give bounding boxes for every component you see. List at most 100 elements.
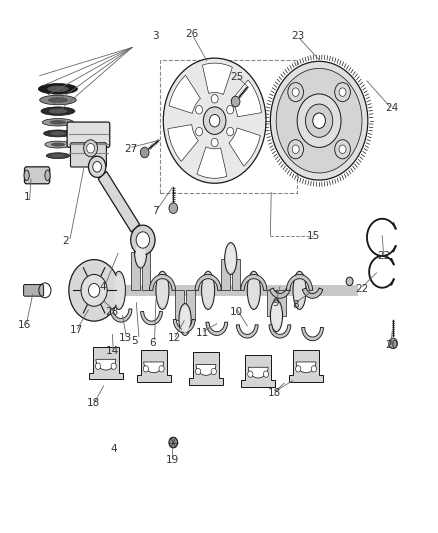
- Circle shape: [84, 140, 98, 157]
- Ellipse shape: [113, 271, 125, 310]
- Text: 19: 19: [166, 455, 179, 465]
- Circle shape: [211, 139, 218, 147]
- Circle shape: [288, 83, 304, 102]
- Polygon shape: [302, 327, 323, 341]
- Circle shape: [211, 368, 216, 375]
- FancyBboxPatch shape: [25, 167, 49, 184]
- Text: 25: 25: [230, 71, 243, 82]
- Polygon shape: [98, 172, 140, 232]
- Circle shape: [88, 156, 106, 177]
- Circle shape: [311, 366, 317, 372]
- Circle shape: [196, 127, 202, 136]
- Polygon shape: [241, 274, 267, 290]
- Polygon shape: [110, 309, 132, 322]
- Ellipse shape: [270, 300, 283, 332]
- Ellipse shape: [203, 274, 214, 307]
- Text: 9: 9: [272, 297, 279, 308]
- Circle shape: [209, 115, 220, 127]
- Ellipse shape: [52, 154, 64, 157]
- Polygon shape: [197, 147, 227, 178]
- Polygon shape: [189, 352, 223, 385]
- Text: 1: 1: [23, 191, 30, 201]
- Circle shape: [136, 232, 149, 248]
- Text: 4: 4: [99, 281, 106, 292]
- Ellipse shape: [49, 120, 67, 125]
- Text: 8: 8: [292, 300, 298, 310]
- Ellipse shape: [45, 170, 50, 181]
- Polygon shape: [131, 252, 140, 290]
- Polygon shape: [89, 347, 123, 379]
- Ellipse shape: [41, 107, 75, 115]
- Text: 20: 20: [385, 340, 399, 350]
- Circle shape: [248, 371, 253, 377]
- Polygon shape: [267, 290, 276, 316]
- Circle shape: [276, 68, 362, 173]
- Circle shape: [169, 437, 178, 448]
- Polygon shape: [196, 365, 216, 375]
- Circle shape: [87, 143, 95, 153]
- Circle shape: [203, 107, 226, 134]
- Text: 2: 2: [63, 236, 69, 246]
- Polygon shape: [221, 259, 230, 290]
- Ellipse shape: [225, 243, 237, 274]
- Ellipse shape: [48, 97, 68, 103]
- Circle shape: [288, 140, 304, 159]
- Ellipse shape: [24, 170, 29, 181]
- Circle shape: [88, 284, 100, 297]
- Ellipse shape: [51, 142, 65, 147]
- Polygon shape: [202, 63, 232, 94]
- Circle shape: [346, 277, 353, 286]
- Ellipse shape: [46, 153, 70, 159]
- Polygon shape: [269, 325, 291, 338]
- Text: 4: 4: [110, 445, 117, 455]
- Circle shape: [335, 83, 350, 102]
- Ellipse shape: [180, 306, 190, 333]
- Circle shape: [140, 147, 149, 158]
- Circle shape: [143, 366, 148, 372]
- Polygon shape: [289, 350, 323, 382]
- Text: 28: 28: [106, 306, 119, 317]
- Ellipse shape: [248, 274, 259, 307]
- Polygon shape: [149, 274, 176, 290]
- Circle shape: [313, 113, 325, 128]
- Circle shape: [93, 161, 102, 172]
- Ellipse shape: [156, 271, 169, 310]
- Text: 10: 10: [230, 306, 243, 317]
- Text: 3: 3: [152, 31, 159, 41]
- Polygon shape: [176, 290, 184, 319]
- Ellipse shape: [113, 274, 124, 307]
- Text: 16: 16: [18, 320, 31, 330]
- Circle shape: [196, 106, 202, 114]
- Text: 17: 17: [70, 325, 83, 335]
- Polygon shape: [231, 80, 261, 117]
- FancyBboxPatch shape: [67, 122, 110, 147]
- Polygon shape: [195, 274, 221, 290]
- FancyBboxPatch shape: [71, 143, 106, 167]
- Polygon shape: [168, 125, 198, 161]
- Polygon shape: [206, 322, 228, 335]
- Circle shape: [305, 104, 333, 138]
- Text: 24: 24: [385, 103, 399, 114]
- Ellipse shape: [44, 130, 72, 137]
- Ellipse shape: [42, 118, 74, 126]
- Text: 14: 14: [106, 346, 119, 357]
- Polygon shape: [232, 259, 240, 290]
- Text: 6: 6: [149, 338, 156, 349]
- Polygon shape: [96, 359, 116, 370]
- Circle shape: [231, 96, 240, 107]
- Text: 26: 26: [185, 29, 199, 39]
- Polygon shape: [144, 362, 164, 373]
- Circle shape: [339, 145, 346, 154]
- Polygon shape: [141, 312, 162, 325]
- Polygon shape: [302, 288, 323, 298]
- FancyBboxPatch shape: [24, 285, 44, 296]
- Circle shape: [263, 371, 268, 377]
- Ellipse shape: [40, 95, 76, 105]
- Ellipse shape: [179, 304, 191, 335]
- Circle shape: [131, 225, 155, 255]
- Circle shape: [335, 140, 350, 159]
- Ellipse shape: [50, 131, 66, 135]
- Circle shape: [227, 127, 234, 136]
- Ellipse shape: [134, 236, 147, 268]
- Circle shape: [339, 88, 346, 96]
